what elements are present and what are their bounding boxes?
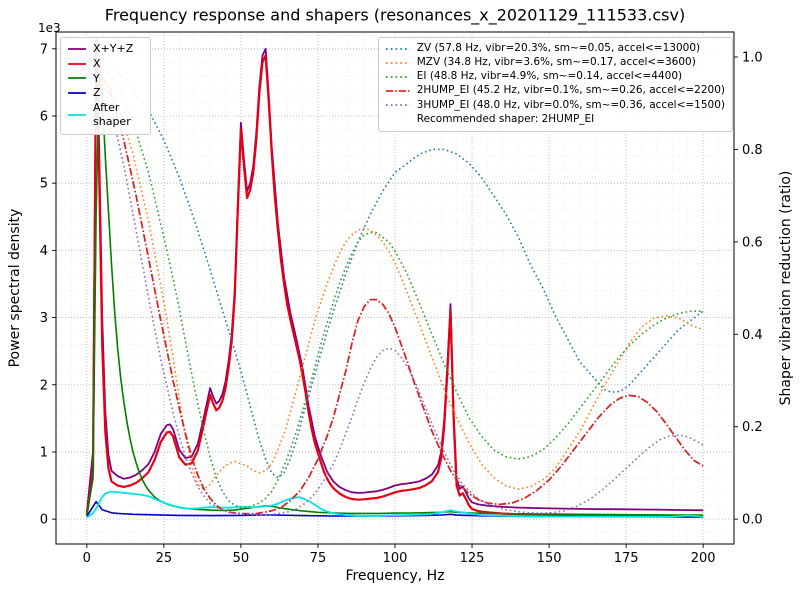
legend-item: Y [67,72,143,86]
legend-note: Recommended shaper: 2HUMP_EI [385,113,725,126]
series-line-3hump-ei [86,56,704,516]
series-line-zv [86,56,704,479]
legend-label: 3HUMP_EI (48.0 Hz, vibr=0.0%, sm~=0.36, … [416,98,725,111]
shaper-legend: ZV (57.8 Hz, vibr=20.3%, sm~=0.05, accel… [377,37,733,132]
legend-line-sample [67,59,87,69]
legend-label: MZV (34.8 Hz, vibr=3.6%, sm~=0.17, accel… [416,56,696,69]
legend-label: ZV (57.8 Hz, vibr=20.3%, sm~=0.05, accel… [416,42,701,54]
legend-item: 2HUMP_EI (45.2 Hz, vibr=0.1%, sm~=0.26, … [385,84,725,97]
tick-labels: 0 25 50 75 100 125 150 175 200 0 1 2 3 4 5 6 7 0.0 0.2 0.4 0… [40,42,763,566]
y-left-tick-label: 1 [40,445,48,460]
series-line-2hump-ei [86,56,704,515]
legend-line-sample [385,86,411,96]
legend-line-sample [385,44,411,54]
y-right-tick-label: 0.4 [742,328,763,343]
x-tick-label: 0 [83,551,91,566]
x-axis-label: Frequency, Hz [345,568,445,584]
legend-label: Z [93,86,101,100]
legend-item: X+Y+Z [67,42,143,56]
legend-label: Recommended shaper: 2HUMP_EI [416,112,595,125]
legend-item: X [67,57,143,71]
series-lines [85,37,704,519]
legend-line-sample [385,100,411,110]
y-left-tick-label: 7 [40,42,48,57]
y-axis-offset-text: 1e3 [38,21,61,35]
y-right-tick-label: 0.2 [742,420,763,435]
legend-item: Z [67,86,143,100]
y-left-tick-label: 0 [40,513,48,528]
series-line-mzv [86,56,704,490]
legend-label: EI (48.8 Hz, vibr=4.9%, sm~=0.14, accel<… [416,70,683,83]
x-tick-label: 175 [614,551,639,566]
legend-line-sample [67,73,87,83]
y-left-tick-label: 2 [40,378,48,393]
tick-marks [52,48,738,548]
y-right-tick-label: 0.6 [742,235,763,250]
legend-item: After shaper [67,101,143,129]
x-tick-label: 75 [310,551,327,566]
legend-label: After shaper [93,101,131,128]
series-line-y [86,74,704,516]
y-right-tick-label: 0.0 [742,513,763,528]
x-tick-label: 150 [537,551,562,566]
psd-legend: X+Y+Z X Y Z After shaper [60,37,151,135]
legend-line-sample [67,44,87,54]
legend-label: X+Y+Z [93,42,134,55]
legend-item: EI (48.8 Hz, vibr=4.9%, sm~=0.14, accel<… [385,70,725,83]
legend-line-sample [385,58,411,68]
legend-label: Y [93,71,100,85]
y-right-tick-label: 0.8 [742,143,763,158]
series-line-ei [86,56,704,509]
x-tick-label: 200 [691,551,716,566]
series-line-x [85,54,704,518]
legend-line-sample [385,72,411,82]
chart-title: Frequency response and shapers (resonanc… [104,5,686,25]
legend-label: 2HUMP_EI (45.2 Hz, vibr=0.1%, sm~=0.26, … [416,84,725,97]
x-tick-label: 125 [460,551,485,566]
legend-line-sample [67,88,87,98]
series-line-after-shaper [86,490,704,519]
legend-item: MZV (34.8 Hz, vibr=3.6%, sm~=0.17, accel… [385,56,725,69]
y-left-tick-label: 3 [40,311,48,326]
x-tick-label: 25 [156,551,173,566]
legend-item: ZV (57.8 Hz, vibr=20.3%, sm~=0.05, accel… [385,42,725,55]
legend-label: X [93,56,101,70]
legend-line-sample [67,110,87,120]
legend-item: 3HUMP_EI (48.0 Hz, vibr=0.0%, sm~=0.36, … [385,99,725,112]
x-tick-label: 100 [383,551,408,566]
x-tick-label: 50 [233,551,250,566]
y-right-tick-label: 1.0 [742,50,763,65]
y-left-tick-label: 5 [40,177,48,192]
y-left-tick-label: 4 [40,244,48,259]
y-left-tick-label: 6 [40,109,48,124]
